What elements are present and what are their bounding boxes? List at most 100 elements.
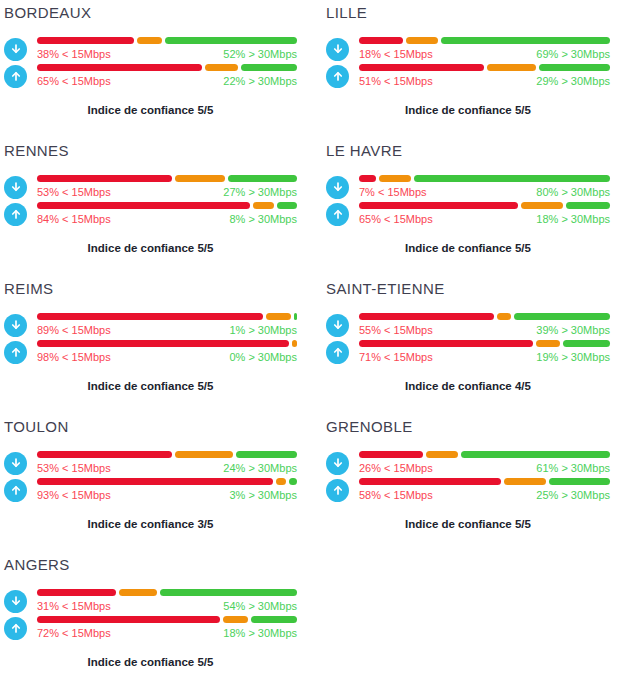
speed-labels: 7% < 15Mbps 80% > 30Mbps [359,186,610,199]
below-threshold-label: 55% < 15Mbps [359,324,433,337]
speed-bar [37,64,297,71]
above-threshold-label: 61% > 30Mbps [536,462,610,475]
city-name: ANGERS [4,557,297,572]
below-threshold-label: 72% < 15Mbps [37,627,111,640]
download-row: 38% < 15Mbps 52% > 30Mbps [4,37,297,61]
speed-labels: 53% < 15Mbps 24% > 30Mbps [37,462,297,475]
city-name: BORDEAUX [4,5,297,20]
speed-bar-block: 26% < 15Mbps 61% > 30Mbps [359,451,610,475]
speed-bar-block: 71% < 15Mbps 19% > 30Mbps [359,340,610,364]
below-threshold-label: 84% < 15Mbps [37,213,111,226]
speed-bar [37,175,297,182]
city-card: RENNES 53% < 15Mbps 27% > 30Mbps [4,143,297,254]
above-threshold-label: 8% > 30Mbps [229,213,297,226]
above-threshold-label: 18% > 30Mbps [536,213,610,226]
bar-segment-15-30mbps [137,37,162,44]
upload-row: 71% < 15Mbps 19% > 30Mbps [326,340,610,364]
speed-rows: 38% < 15Mbps 52% > 30Mbps 65% < 15Mbps 2… [4,37,297,88]
download-row: 31% < 15Mbps 54% > 30Mbps [4,589,297,613]
city-card: LILLE 18% < 15Mbps 69% > 30Mbps [326,5,610,116]
speed-rows: 53% < 15Mbps 24% > 30Mbps 93% < 15Mbps 3… [4,451,297,502]
above-threshold-label: 24% > 30Mbps [223,462,297,475]
upload-row: 65% < 15Mbps 22% > 30Mbps [4,64,297,88]
bar-segment-above-30mbps [461,451,610,458]
speed-bar [37,451,297,458]
upload-row: 98% < 15Mbps 0% > 30Mbps [4,340,297,364]
city-card: REIMS 89% < 15Mbps 1% > 30Mbps [4,281,297,392]
bar-segment-above-30mbps [441,37,610,44]
bar-segment-below-15mbps [359,451,423,458]
above-threshold-label: 19% > 30Mbps [536,351,610,364]
bar-segment-15-30mbps [406,37,438,44]
speed-labels: 89% < 15Mbps 1% > 30Mbps [37,324,297,337]
city-card: BORDEAUX 38% < 15Mbps 52% > 30Mbps [4,5,297,116]
download-arrow-icon [4,452,27,475]
confidence-label: Indice de confiance 5/5 [4,380,297,392]
below-threshold-label: 58% < 15Mbps [359,489,433,502]
speed-bar-block: 38% < 15Mbps 52% > 30Mbps [37,37,297,61]
below-threshold-label: 7% < 15Mbps [359,186,427,199]
bar-segment-above-30mbps [514,313,610,320]
below-threshold-label: 31% < 15Mbps [37,600,111,613]
speed-labels: 31% < 15Mbps 54% > 30Mbps [37,600,297,613]
bar-segment-above-30mbps [236,451,297,458]
upload-arrow-icon [4,65,27,88]
bar-segment-15-30mbps [205,64,238,71]
speed-bar-block: 89% < 15Mbps 1% > 30Mbps [37,313,297,337]
above-threshold-label: 22% > 30Mbps [223,75,297,88]
speed-bar [37,313,297,320]
speed-bar [37,616,297,623]
speed-bar [37,37,297,44]
speed-labels: 58% < 15Mbps 25% > 30Mbps [359,489,610,502]
speed-bar [37,340,297,347]
confidence-label: Indice de confiance 4/5 [326,380,610,392]
speed-bar-block: 51% < 15Mbps 29% > 30Mbps [359,64,610,88]
speed-labels: 53% < 15Mbps 27% > 30Mbps [37,186,297,199]
bar-segment-above-30mbps [289,478,297,485]
speed-labels: 18% < 15Mbps 69% > 30Mbps [359,48,610,61]
confidence-label: Indice de confiance 5/5 [4,242,297,254]
above-threshold-label: 80% > 30Mbps [536,186,610,199]
below-threshold-label: 89% < 15Mbps [37,324,111,337]
confidence-label: Indice de confiance 5/5 [326,242,610,254]
above-threshold-label: 54% > 30Mbps [223,600,297,613]
speed-bar [359,64,610,71]
upload-arrow-icon [326,341,349,364]
download-row: 53% < 15Mbps 24% > 30Mbps [4,451,297,475]
bar-segment-15-30mbps [426,451,458,458]
bar-segment-above-30mbps [165,37,297,44]
bar-segment-below-15mbps [359,478,501,485]
confidence-label: Indice de confiance 3/5 [4,518,297,530]
below-threshold-label: 65% < 15Mbps [37,75,111,88]
bar-segment-above-30mbps [294,313,297,320]
above-threshold-label: 52% > 30Mbps [223,48,297,61]
bar-segment-below-15mbps [37,478,273,485]
speed-bar-block: 53% < 15Mbps 27% > 30Mbps [37,175,297,199]
speed-labels: 72% < 15Mbps 18% > 30Mbps [37,627,297,640]
below-threshold-label: 98% < 15Mbps [37,351,111,364]
upload-arrow-icon [4,341,27,364]
below-threshold-label: 18% < 15Mbps [359,48,433,61]
speed-bar [359,37,610,44]
bar-segment-below-15mbps [359,37,403,44]
bar-segment-below-15mbps [359,175,376,182]
speed-bar [37,589,297,596]
bar-segment-15-30mbps [521,202,563,209]
above-threshold-label: 29% > 30Mbps [536,75,610,88]
bar-segment-below-15mbps [359,340,533,347]
upload-arrow-icon [4,479,27,502]
speed-rows: 26% < 15Mbps 61% > 30Mbps 58% < 15Mbps 2… [326,451,610,502]
bar-segment-15-30mbps [253,202,273,209]
above-threshold-label: 69% > 30Mbps [536,48,610,61]
speed-labels: 93% < 15Mbps 3% > 30Mbps [37,489,297,502]
bar-segment-below-15mbps [359,202,518,209]
upload-arrow-icon [326,479,349,502]
speed-bar [359,478,610,485]
speed-rows: 89% < 15Mbps 1% > 30Mbps 98% < 15Mbps 0%… [4,313,297,364]
speed-labels: 26% < 15Mbps 61% > 30Mbps [359,462,610,475]
confidence-label: Indice de confiance 5/5 [326,104,610,116]
confidence-label: Indice de confiance 5/5 [326,518,610,530]
city-name: REIMS [4,281,297,296]
bar-segment-below-15mbps [37,202,250,209]
bar-segment-below-15mbps [37,64,202,71]
